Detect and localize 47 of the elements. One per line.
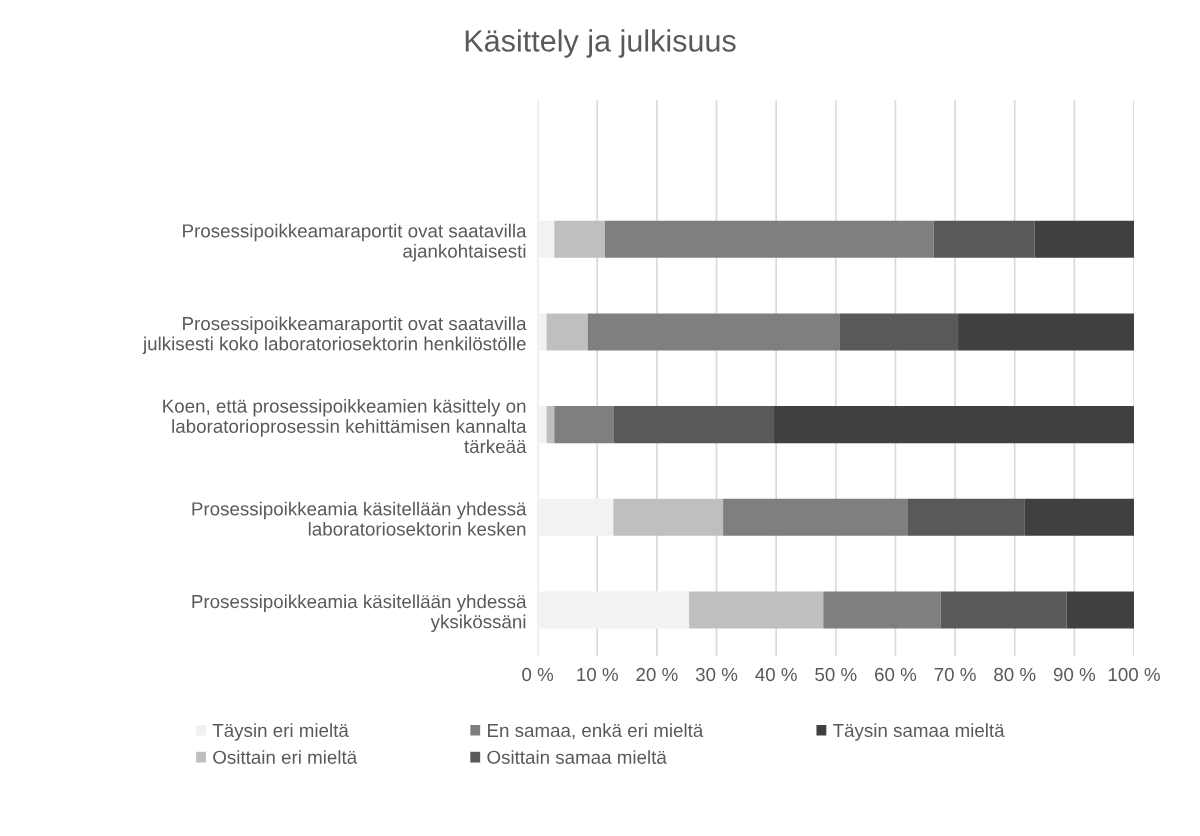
bar: [604, 220, 934, 258]
bar: [773, 406, 1134, 444]
legend-label: Osittain eri mieltä: [213, 750, 358, 764]
y-tick-label: Prosessipoikkeamaraportit ovat saatavilla julkisesti koko laboratoriosektorin henkilöstölle: [142, 316, 527, 355]
legend-label: Täysin eri mieltä: [212, 723, 349, 741]
bar: [537, 406, 547, 444]
x-tick-label: 0 %: [522, 667, 554, 682]
x-tick-label: 20 %: [636, 667, 678, 682]
bar: [613, 498, 724, 536]
x-tick-label: 10 %: [577, 667, 618, 682]
legend-label: En samaa, enkä eri mieltä: [488, 723, 704, 740]
bar: [537, 498, 614, 536]
bar: [587, 313, 840, 351]
legend-label: Osittain samaa mieltä: [487, 750, 667, 764]
bar: [839, 313, 959, 351]
bar: [958, 313, 1134, 351]
bar: [1066, 591, 1134, 629]
x-tick-label: 30 %: [695, 667, 738, 682]
bar: [1024, 498, 1134, 536]
x-tick-label: 90 %: [1053, 667, 1096, 682]
y-tick-label: Prosessipoikkeamia käsitellään yhdessä yksikössäni: [192, 594, 527, 633]
bar: [537, 591, 690, 629]
bar: [554, 406, 614, 444]
y-tick-label: Prosessipoikkeamia käsitellään yhdessä laboratoriosektorin kesken: [192, 501, 527, 536]
x-tick-label: 60 %: [875, 667, 917, 682]
bar: [1034, 220, 1134, 258]
x-tick-label: 100 %: [1108, 667, 1160, 682]
bar: [907, 498, 1025, 536]
x-tick-label: 50 %: [815, 667, 857, 682]
x-tick-label: 40 %: [755, 667, 797, 682]
bar: [940, 591, 1067, 629]
x-tick-label: 70 %: [934, 667, 976, 682]
bar: [933, 220, 1035, 258]
chart-title: Käsittely ja julkisuus: [465, 29, 736, 58]
bar: [689, 591, 824, 629]
bar: [537, 220, 555, 258]
y-tick-label: Prosessipoikkeamaraportit ovat saatavilla ajankohtaisesti: [183, 223, 527, 262]
bar: [537, 313, 547, 351]
legend-label: Täysin samaa mieltä: [833, 723, 1005, 741]
bar: [613, 406, 774, 444]
y-tick-label: Koen, että prosessipoikkeamien käsittely on laboratorioprosessin kehittämisen kannalta tärkeää: [163, 398, 527, 454]
bar: [723, 498, 908, 536]
bar: [823, 591, 941, 629]
bar: [554, 220, 605, 258]
bar: [546, 313, 588, 351]
bar: [546, 406, 555, 444]
x-tick-label: 80 %: [994, 667, 1036, 682]
